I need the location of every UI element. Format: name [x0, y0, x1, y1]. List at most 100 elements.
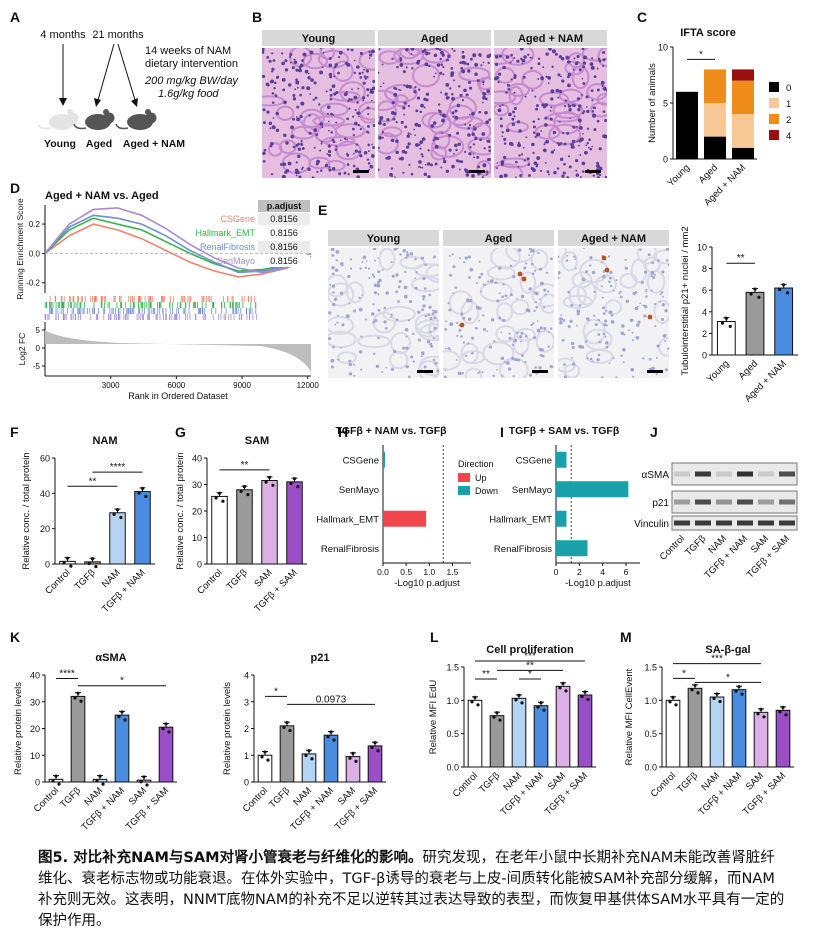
nucleus: [540, 130, 543, 132]
panel-letter-j: J: [650, 424, 658, 440]
nucleus: [367, 131, 370, 134]
nucleus: [372, 123, 375, 128]
data-point: [139, 780, 143, 784]
p21-positive-nucleus: [521, 276, 527, 282]
data-point: [144, 494, 148, 498]
nucleus: [574, 258, 577, 261]
nucleus: [296, 105, 300, 109]
tubule: [596, 92, 607, 106]
data-point: [246, 492, 250, 497]
nucleus: [277, 75, 280, 78]
nucleus: [589, 357, 593, 361]
nucleus: [571, 356, 573, 359]
nucleus: [559, 157, 564, 162]
nucleus: [421, 166, 424, 169]
nucleus: [468, 113, 471, 116]
nucleus: [282, 88, 286, 92]
data-point: [282, 725, 286, 730]
nucleus: [356, 101, 359, 104]
nucleus: [463, 88, 467, 93]
nucleus: [340, 346, 342, 349]
nucleus: [420, 355, 423, 358]
nucleus: [557, 73, 561, 77]
nucleus: [589, 62, 594, 67]
nucleus: [522, 75, 526, 79]
panel-letter-c: C: [637, 9, 647, 25]
data-point: [782, 283, 786, 287]
tubule: [378, 132, 399, 155]
nucleus: [523, 55, 527, 59]
nucleus: [398, 88, 401, 91]
tubule: [291, 125, 316, 140]
nucleus: [570, 341, 575, 346]
data-point: [517, 693, 521, 697]
nucleus: [451, 164, 455, 169]
nucleus: [483, 147, 486, 150]
tubule: [604, 299, 623, 315]
nucleus: [525, 136, 528, 139]
nucleus: [356, 175, 360, 178]
tubule: [378, 50, 401, 65]
tubule: [262, 95, 285, 107]
nucleus: [329, 283, 332, 286]
nucleus: [333, 297, 338, 302]
tubule: [312, 115, 346, 127]
nucleus: [640, 280, 644, 284]
y-tick-label: 0.2: [29, 220, 41, 229]
nucleus: [657, 259, 660, 262]
data-point: [348, 756, 352, 760]
nucleus: [330, 358, 335, 363]
nucleus: [655, 372, 658, 376]
nucleus: [422, 304, 426, 308]
nucleus: [591, 57, 594, 60]
nucleus: [481, 132, 486, 136]
nucleus: [560, 56, 565, 61]
y-tick-label: 30: [30, 697, 40, 707]
nucleus: [403, 113, 406, 116]
nucleus: [621, 324, 625, 328]
data-point: [69, 564, 73, 568]
nucleus: [358, 115, 360, 118]
nucleus: [460, 66, 464, 70]
legend-label: 4: [786, 131, 791, 142]
x-tick-label: 6000: [167, 381, 185, 390]
legend-label: RenalFibrosis: [200, 242, 256, 252]
nucleus: [339, 291, 344, 295]
nucleus: [549, 257, 553, 261]
nucleus: [353, 71, 357, 75]
tubule: [576, 280, 597, 306]
nucleus: [636, 323, 640, 327]
nucleus: [508, 332, 511, 335]
nucleus: [421, 352, 424, 356]
category-label: RenalFibrosis: [494, 544, 552, 555]
nucleus: [650, 271, 655, 275]
nucleus: [572, 125, 576, 129]
nucleus: [567, 155, 571, 158]
nucleus: [461, 50, 465, 54]
tubule: [410, 276, 439, 293]
nucleus: [336, 321, 339, 324]
tubule: [460, 342, 479, 364]
nucleus: [545, 271, 549, 275]
nucleus: [655, 356, 658, 359]
nucleus: [531, 57, 533, 59]
nucleus: [272, 59, 276, 62]
nucleus: [481, 371, 484, 374]
nucleus: [558, 270, 561, 275]
tissue-image: [443, 248, 554, 378]
nucleus: [661, 270, 665, 274]
nucleus: [481, 176, 484, 178]
nucleus: [632, 375, 635, 378]
data-point: [112, 512, 116, 516]
nucleus: [543, 143, 546, 146]
nucleus: [578, 104, 582, 108]
nucleus: [372, 248, 377, 251]
nucleus: [596, 88, 600, 92]
panel-letter-k: K: [10, 629, 20, 645]
data-point: [749, 292, 753, 296]
data-point: [724, 316, 728, 320]
nucleus: [414, 85, 417, 89]
bar: [774, 287, 794, 356]
nucleus: [661, 303, 666, 307]
